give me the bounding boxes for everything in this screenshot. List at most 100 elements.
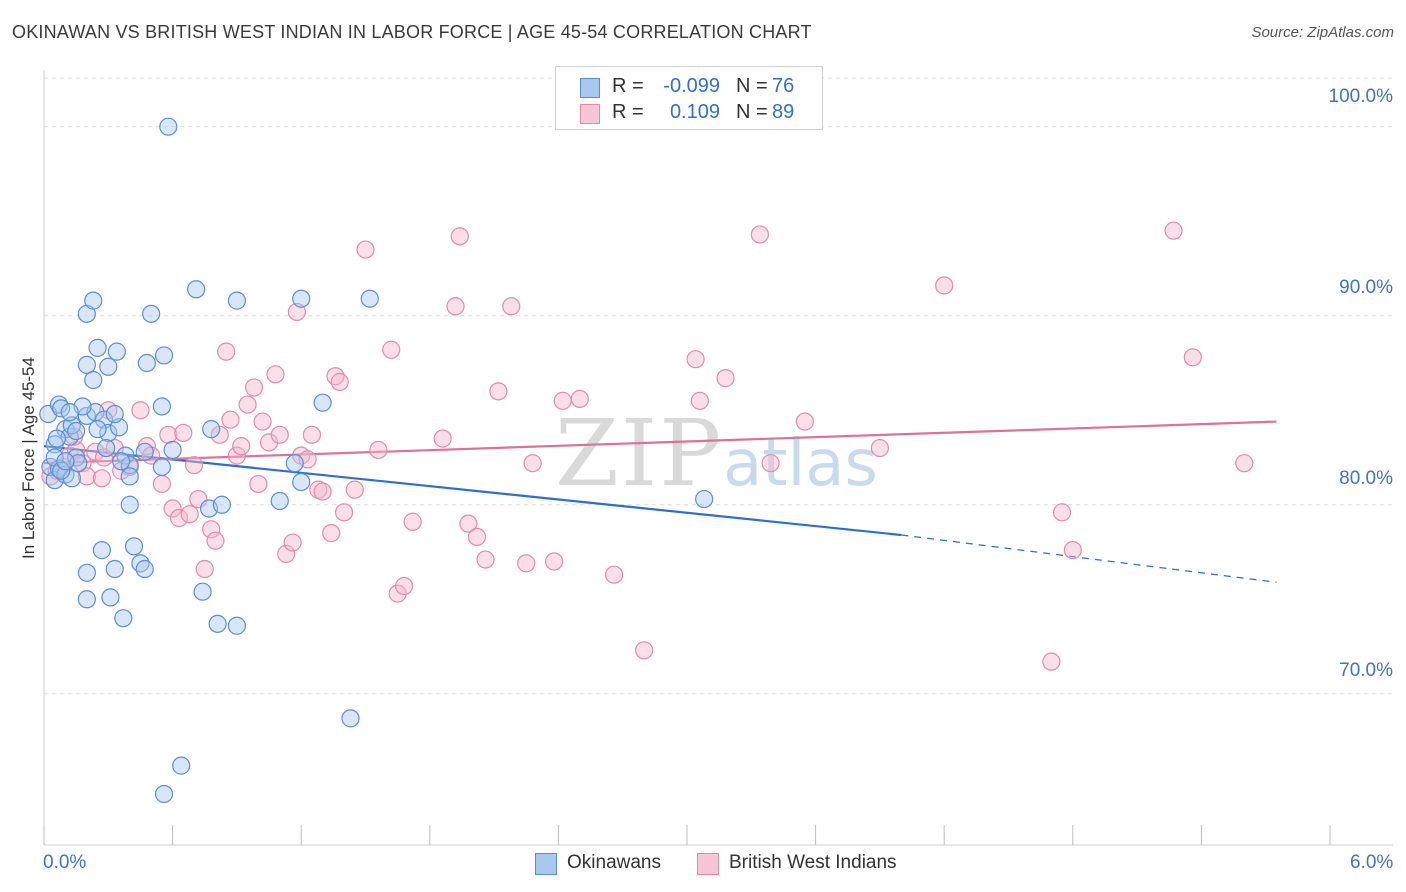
legend-n-value: 89: [772, 101, 795, 123]
bwi-point: [795, 412, 814, 431]
bwi-point: [249, 474, 268, 494]
okinawan-point: [270, 491, 289, 511]
legend-r-label: R =: [612, 75, 644, 97]
okinawan-point: [152, 397, 171, 416]
okinawan-point: [60, 403, 79, 422]
okinawan-point: [193, 582, 212, 601]
bwi-point: [403, 512, 422, 531]
okinawan-point: [137, 353, 156, 373]
bwi-point: [553, 391, 572, 410]
series-label-okinawans: Okinawans: [567, 852, 661, 873]
legend-r-value: 0.109: [669, 101, 720, 123]
bwi-point: [302, 425, 322, 444]
bwi-point: [227, 446, 246, 465]
legend-n-label: N =: [736, 101, 768, 123]
okinawan-point: [152, 457, 171, 477]
bwi-point: [870, 438, 890, 458]
legend-swatch-blue: [580, 78, 600, 98]
okinawan-point: [154, 346, 174, 365]
bwi-point: [489, 382, 508, 401]
okinawan-point: [99, 423, 118, 443]
bwi-point: [322, 524, 341, 543]
okinawan-point: [92, 541, 111, 560]
okinawan-point: [52, 399, 71, 418]
bwi-point: [545, 552, 564, 571]
okinawan-point: [212, 495, 231, 514]
okinawan-point: [142, 304, 161, 323]
bwi-point: [1183, 348, 1202, 367]
bwi-point: [686, 350, 705, 369]
y-tick-label-80: 80.0%: [1339, 468, 1393, 489]
bwi-point: [180, 505, 199, 524]
bwi-point: [345, 480, 364, 499]
bwi-point: [174, 423, 193, 443]
bwi-point: [517, 554, 536, 573]
okinawan-point: [88, 420, 107, 439]
okinawan-point: [88, 338, 107, 357]
okinawan-point: [105, 404, 124, 424]
bwi-point: [330, 372, 349, 391]
bwi-point: [270, 425, 289, 444]
bwi-point: [259, 433, 279, 452]
bwi-point: [1052, 503, 1072, 522]
bwi-point: [266, 365, 285, 384]
okinawan-point: [114, 609, 133, 628]
bwi-point: [433, 429, 452, 448]
bwi-point: [761, 454, 780, 473]
okinawan-point: [360, 289, 379, 308]
okinawan-point: [107, 342, 126, 361]
bwi-point: [334, 503, 354, 522]
bwi-point: [253, 412, 272, 431]
okinawan-point: [77, 590, 96, 609]
bwi-point: [159, 425, 178, 444]
okinawan-point: [62, 469, 81, 488]
y-axis-label: In Labor Force | Age 45-54: [19, 357, 38, 559]
series-swatch-pink: [697, 853, 719, 875]
okinawan-point: [112, 452, 131, 471]
okinawan-point: [52, 461, 71, 480]
bwi-point: [184, 455, 204, 475]
bwi-point: [195, 559, 214, 579]
bwi-point: [446, 297, 465, 316]
okinawan-point: [77, 355, 96, 374]
okinawan-point: [172, 756, 191, 775]
bwi-point: [690, 391, 709, 410]
okinawan-trend-extension: [901, 534, 1277, 583]
bwi-point: [356, 240, 375, 259]
y-tick-label-70: 70.0%: [1339, 660, 1393, 681]
okinawan-point: [695, 489, 714, 509]
bwi-point: [476, 550, 495, 569]
bwi-point: [716, 369, 735, 388]
okinawan-point: [56, 452, 75, 471]
bwi-point: [1235, 454, 1254, 473]
okinawan-point: [124, 537, 144, 556]
okinawan-point: [77, 563, 96, 582]
bwi-point: [502, 297, 521, 316]
bwi-point: [605, 565, 624, 584]
bwi-point: [131, 401, 150, 420]
bwi-point: [382, 340, 401, 359]
okinawan-point: [105, 559, 124, 579]
bwi-point: [152, 474, 171, 494]
bwi-point: [459, 514, 478, 533]
series-swatch-blue: [535, 853, 557, 875]
chart-title: OKINAWAN VS BRITISH WEST INDIAN IN LABOR…: [12, 22, 812, 42]
legend-n-label: N =: [736, 75, 768, 97]
okinawan-point: [202, 420, 221, 439]
okinawan-point: [77, 406, 96, 426]
okinawan-point: [84, 291, 103, 310]
bwi-point: [169, 508, 189, 528]
bwi-point: [450, 227, 469, 246]
okinawan-point: [84, 370, 103, 390]
okinawan-point: [292, 472, 311, 492]
okinawan-point: [47, 429, 66, 448]
bwi-point: [313, 482, 332, 501]
bwi-point: [1164, 221, 1183, 240]
okinawan-point: [208, 614, 227, 633]
okinawan-point: [97, 438, 116, 458]
bwi-point: [163, 499, 182, 518]
bwi-point: [206, 531, 225, 550]
y-tick-label-100: 100.0%: [1328, 86, 1393, 107]
okinawan-point: [154, 784, 174, 804]
